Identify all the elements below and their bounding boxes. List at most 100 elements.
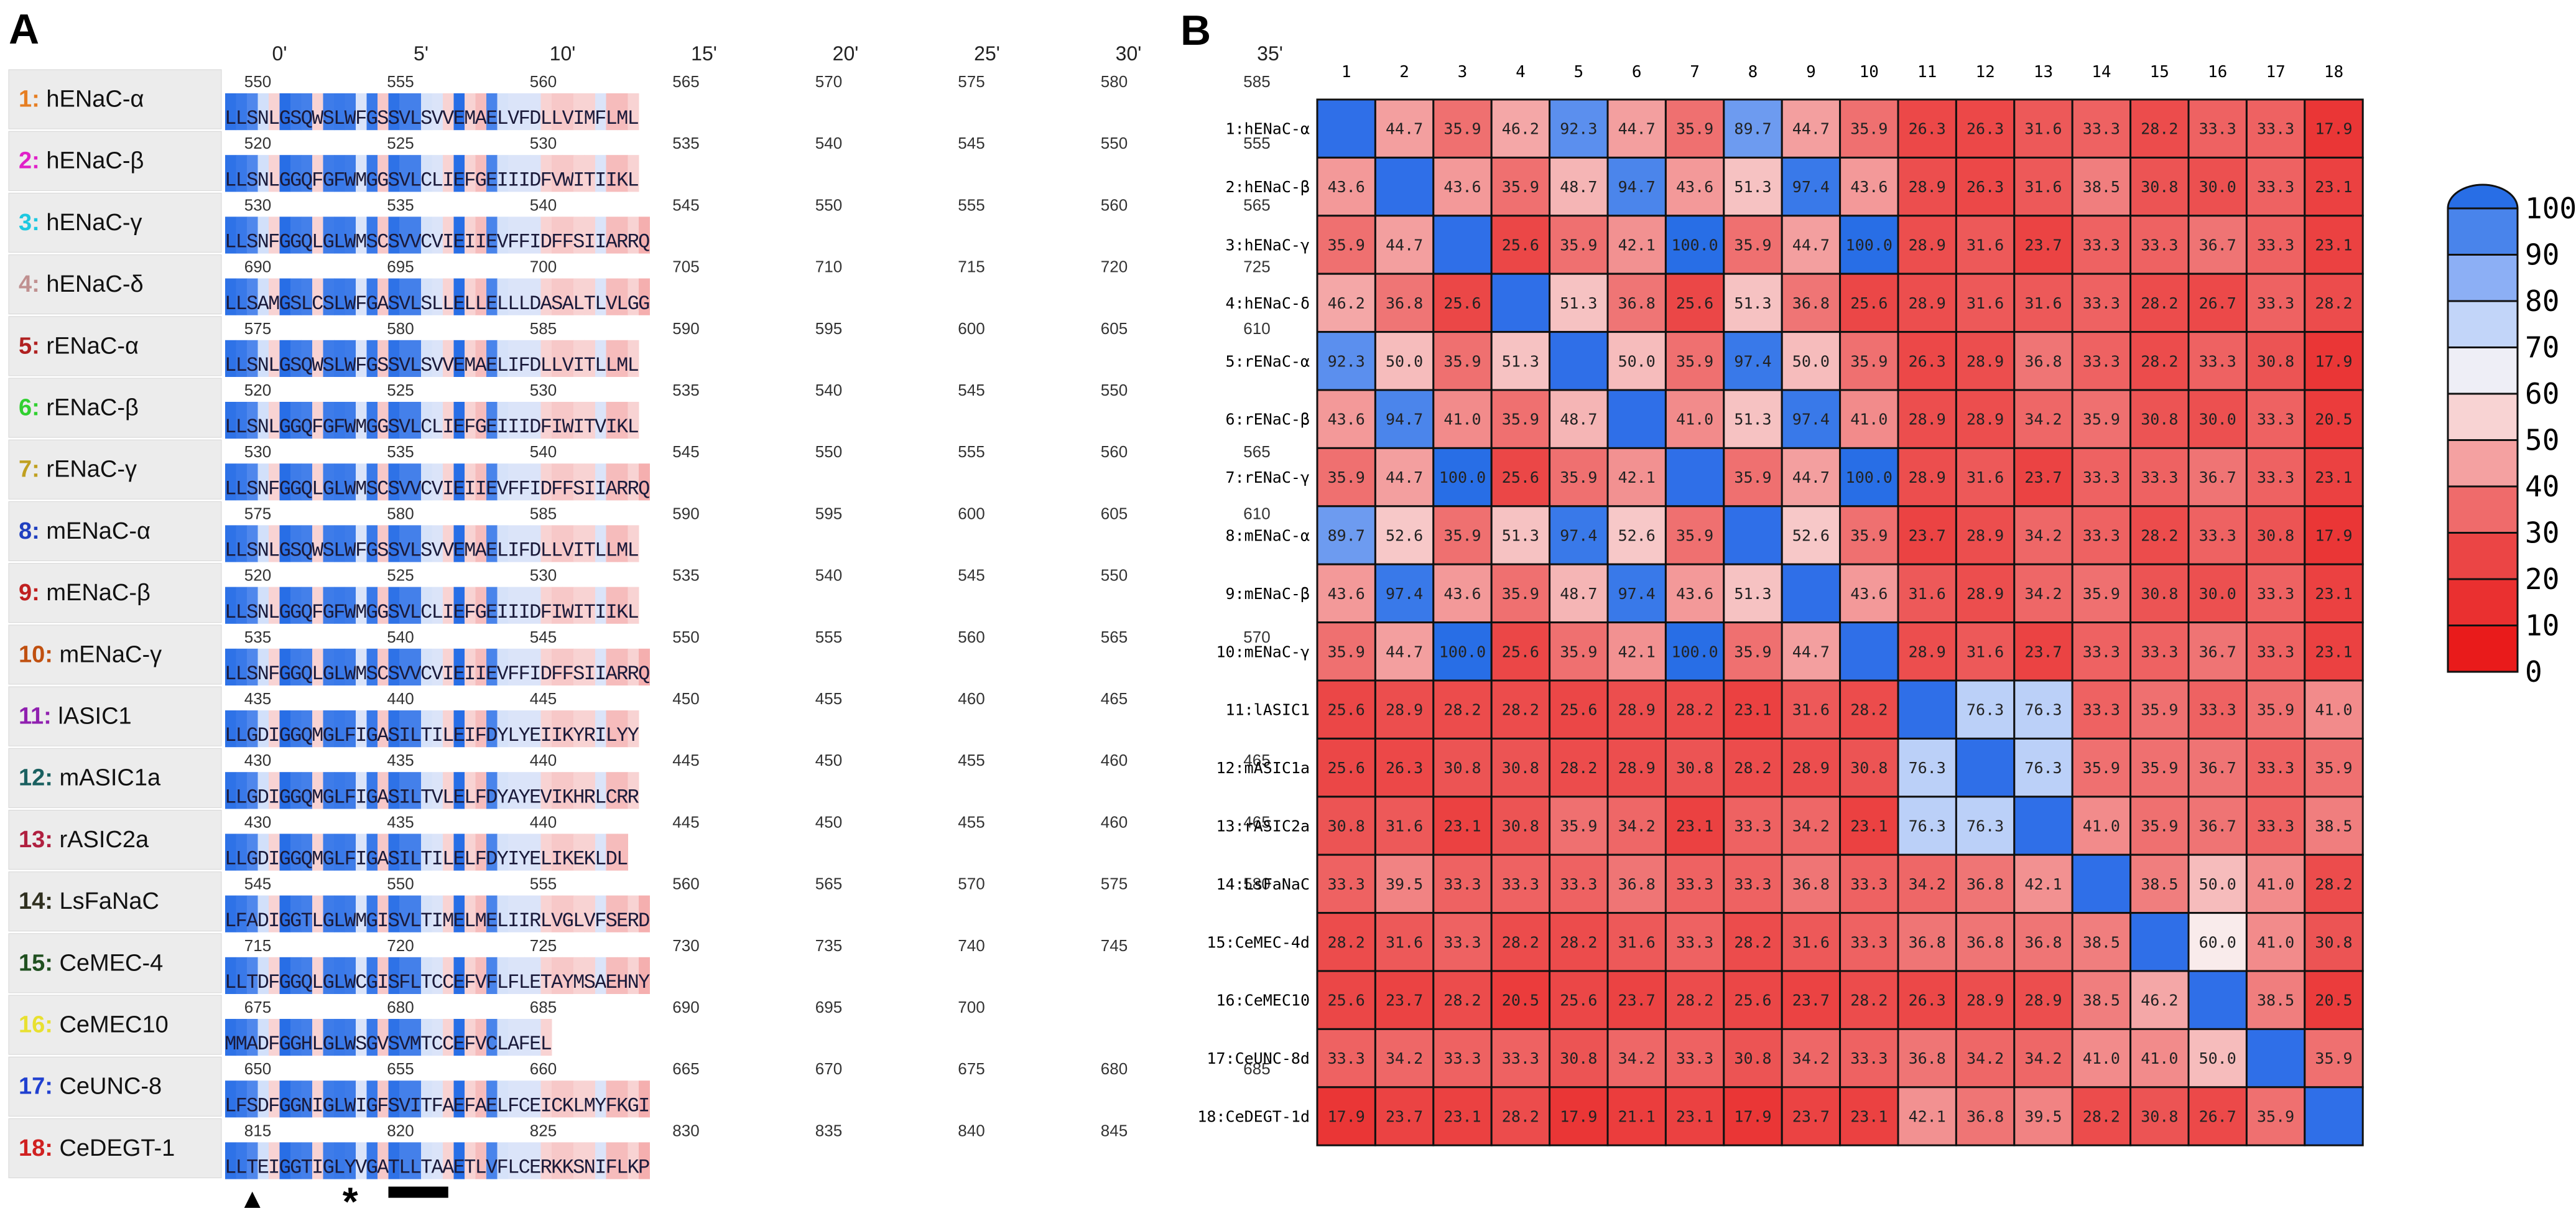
residue-cell (410, 834, 422, 871)
matrix-cell (1955, 156, 2016, 217)
residue-letter: G (562, 909, 574, 932)
matrix-value: 33.3 (1443, 1049, 1481, 1067)
residue-cell (421, 587, 432, 624)
matrix-value: 35.9 (1502, 585, 1539, 603)
residue-cell (279, 402, 291, 439)
matrix-value: 30.8 (1676, 759, 1713, 777)
residue-letter: I (355, 848, 367, 871)
protein-number: 17: (19, 1074, 59, 1100)
residue-cell (519, 155, 530, 192)
residue-cell (290, 772, 302, 809)
residue-cell (378, 957, 389, 994)
residue-letter: L (225, 662, 236, 685)
residue-cell (552, 895, 563, 932)
matrix-value: 34.2 (2024, 585, 2062, 603)
matrix-value: 35.9 (1734, 236, 1771, 254)
residue-letter: G (323, 169, 335, 192)
residue-letter: I (551, 416, 563, 439)
residue-cell (562, 525, 574, 562)
residue-cell (530, 895, 541, 932)
residue-letter: E (453, 909, 465, 932)
residue-letter: E (486, 169, 498, 192)
residue-letter: G (246, 786, 258, 809)
residue-letter: D (638, 909, 650, 932)
matrix-row-label: 4:hENaC-δ (1226, 294, 1310, 312)
residue-letter: T (420, 786, 432, 809)
residue-number: 740 (958, 936, 985, 955)
residue-cell (366, 1142, 378, 1179)
matrix-value: 28.2 (2141, 120, 2178, 138)
matrix-cell (1664, 679, 1725, 740)
position-label: 10' (550, 42, 576, 65)
matrix-cell (1664, 331, 1725, 391)
matrix-cell (1490, 1086, 1551, 1146)
residue-letter: V (399, 169, 411, 192)
residue-cell (475, 525, 487, 562)
residue-letter: D (529, 169, 541, 192)
matrix-cell (1374, 853, 1435, 914)
matrix-value: 50.0 (1386, 352, 1423, 370)
matrix-value: 28.2 (2315, 294, 2352, 312)
matrix-value: 33.3 (2141, 236, 2178, 254)
residue-letter: V (410, 231, 422, 254)
residue-letter: I (638, 1094, 650, 1117)
residue-cell (269, 278, 280, 315)
matrix-value: 97.4 (1792, 178, 1830, 196)
residue-letter: G (323, 1156, 335, 1179)
matrix-value: 33.3 (1560, 875, 1597, 893)
matrix-col-label: 16 (2208, 63, 2227, 81)
residue-number: 580 (1243, 875, 1270, 893)
residue-cell (530, 216, 541, 254)
matrix-value: 17.9 (2315, 120, 2352, 138)
residue-letter: I (475, 662, 487, 685)
residue-cell (432, 340, 443, 377)
residue-cell (573, 155, 585, 192)
residue-letter: S (246, 539, 258, 562)
residue-letter: I (507, 169, 519, 192)
matrix-value: 33.3 (1676, 933, 1713, 951)
matrix-value: 89.7 (1734, 120, 1771, 138)
matrix-value: 31.6 (1386, 817, 1423, 835)
residue-number: 455 (958, 812, 985, 831)
residue-cell (236, 648, 248, 685)
matrix-value: 33.3 (2257, 759, 2294, 777)
matrix-value: 31.6 (2024, 120, 2062, 138)
residue-cell (334, 278, 345, 315)
residue-cell (453, 463, 465, 501)
residue-letter: I (399, 786, 410, 809)
colorbar-tick: 80 (2525, 284, 2559, 318)
residue-letter: E (529, 971, 541, 994)
residue-letter: F (464, 1094, 476, 1117)
matrix-value: 33.3 (1443, 933, 1481, 951)
residue-cell (552, 155, 563, 192)
residue-cell (247, 1019, 258, 1056)
matrix-value: 34.2 (2024, 527, 2062, 545)
residue-cell (290, 93, 302, 131)
residue-letter: L (225, 292, 236, 315)
residue-letter: L (333, 539, 345, 562)
residue-letter: N (257, 231, 269, 254)
matrix-value: 23.1 (1850, 817, 1888, 835)
residue-cell (519, 772, 530, 809)
residue-letter: V (475, 971, 488, 994)
residue-cell (617, 834, 628, 871)
matrix-value: 30.8 (2141, 585, 2178, 603)
residue-cell (552, 957, 563, 994)
residue-letter: E (486, 1094, 498, 1117)
residue-letter: C (442, 1033, 454, 1056)
residue-letter: C (432, 1033, 443, 1056)
residue-letter: A (246, 909, 259, 932)
matrix-cell (1955, 447, 2016, 508)
residue-cell (399, 216, 410, 254)
residue-letter: A (551, 971, 563, 994)
residue-letter: I (573, 416, 585, 439)
residue-cell (443, 587, 454, 624)
residue-letter: G (366, 786, 378, 809)
matrix-cell (1781, 98, 1842, 159)
residue-cell (540, 463, 552, 501)
protein-number: 1: (19, 86, 46, 113)
matrix-cell (1374, 447, 1435, 508)
residue-letter: C (606, 786, 618, 809)
matrix-value: 100.0 (1846, 468, 1893, 486)
